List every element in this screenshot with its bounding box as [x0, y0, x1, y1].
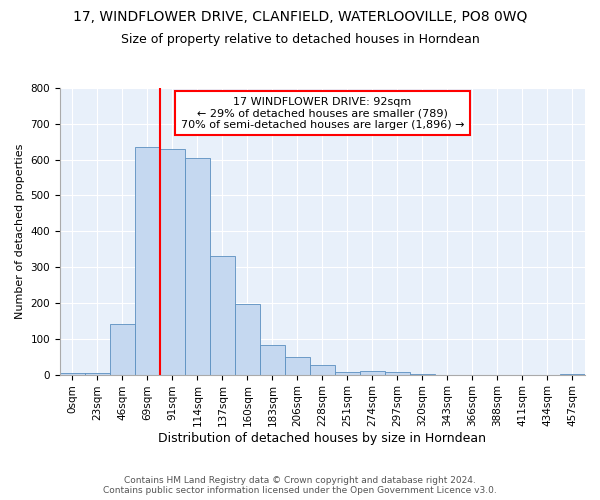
Bar: [385, 372, 410, 374]
Bar: [360, 371, 385, 374]
Bar: [185, 158, 210, 374]
Text: Contains HM Land Registry data © Crown copyright and database right 2024.
Contai: Contains HM Land Registry data © Crown c…: [103, 476, 497, 495]
Bar: [260, 345, 285, 374]
Bar: [85, 373, 110, 374]
Bar: [335, 372, 360, 374]
Y-axis label: Number of detached properties: Number of detached properties: [15, 144, 25, 319]
Text: Size of property relative to detached houses in Horndean: Size of property relative to detached ho…: [121, 32, 479, 46]
Bar: [60, 373, 85, 374]
Bar: [285, 358, 310, 374]
Bar: [110, 324, 135, 374]
Bar: [160, 149, 185, 374]
X-axis label: Distribution of detached houses by size in Horndean: Distribution of detached houses by size …: [158, 432, 487, 445]
Bar: [135, 147, 160, 374]
Bar: [235, 304, 260, 374]
Bar: [310, 364, 335, 374]
Text: 17, WINDFLOWER DRIVE, CLANFIELD, WATERLOOVILLE, PO8 0WQ: 17, WINDFLOWER DRIVE, CLANFIELD, WATERLO…: [73, 10, 527, 24]
Bar: [210, 256, 235, 374]
Text: 17 WINDFLOWER DRIVE: 92sqm
← 29% of detached houses are smaller (789)
70% of sem: 17 WINDFLOWER DRIVE: 92sqm ← 29% of deta…: [181, 96, 464, 130]
